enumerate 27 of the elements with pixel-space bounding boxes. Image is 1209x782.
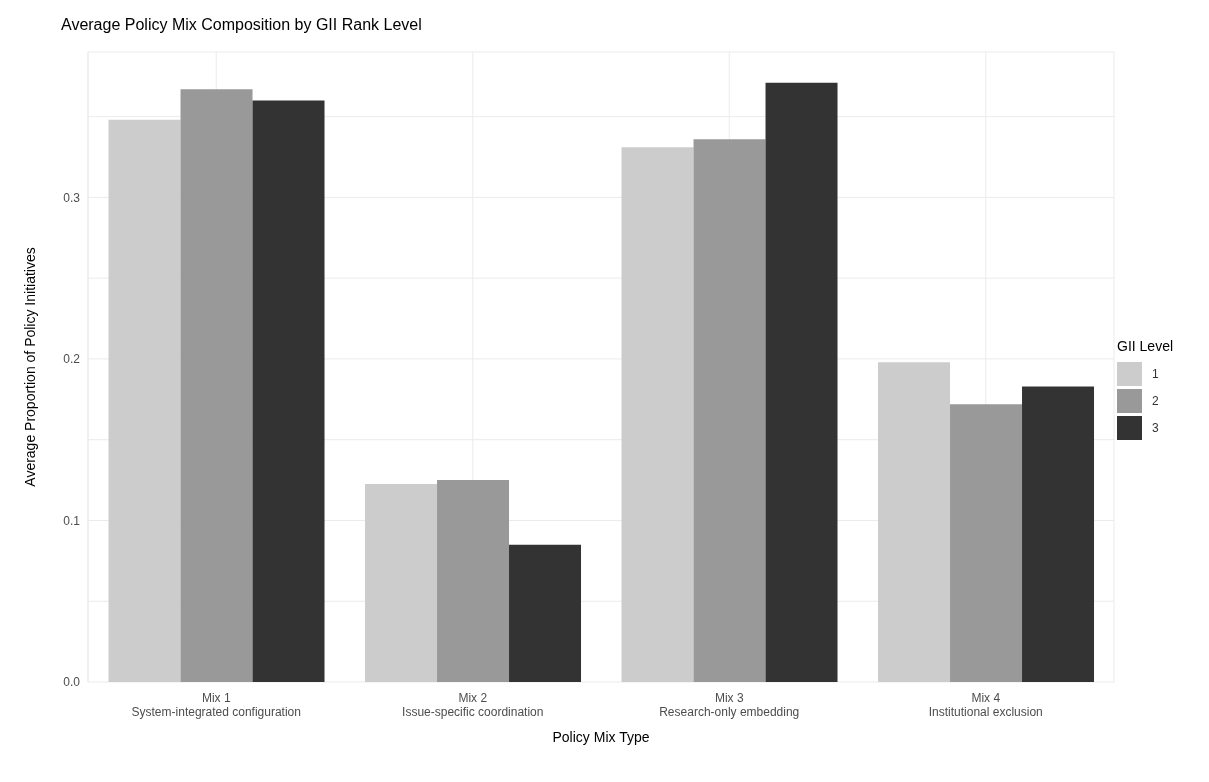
x-tick-label: Mix 1 System-integrated configuration <box>131 691 301 719</box>
bar <box>365 484 438 682</box>
chart-title: Average Policy Mix Composition by GII Rank Level <box>61 16 422 34</box>
bar <box>765 82 838 682</box>
y-tick-label: 0.1 <box>63 513 81 528</box>
x-tick-label: Mix 2 Issue-specific coordination <box>402 691 544 719</box>
y-axis-title: Average Proportion of Policy Initiatives <box>21 247 38 487</box>
bar <box>108 119 181 682</box>
x-tick-label: Mix 3 Research-only embedding <box>659 691 800 719</box>
bar <box>509 544 582 682</box>
y-tick-label: 0.0 <box>63 675 81 690</box>
x-tick-label: Mix 4 Institutional exclusion <box>928 691 1043 719</box>
legend-label: 3 <box>1152 420 1159 435</box>
x-axis-title: Policy Mix Type <box>552 729 650 745</box>
legend-label: 2 <box>1152 393 1159 408</box>
legend-label: 1 <box>1152 366 1159 381</box>
bar <box>252 100 325 682</box>
y-tick-label: 0.3 <box>63 190 81 205</box>
y-tick-label: 0.2 <box>63 352 81 367</box>
bar <box>693 139 766 682</box>
legend-title: GII Level <box>1117 338 1174 354</box>
bar <box>1022 386 1095 682</box>
bar <box>437 480 510 682</box>
bar <box>180 89 253 682</box>
bar <box>950 404 1023 682</box>
bar <box>621 147 694 682</box>
bar <box>878 362 951 682</box>
